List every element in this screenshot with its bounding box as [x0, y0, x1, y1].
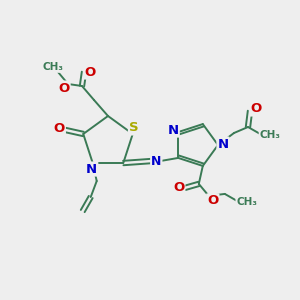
Text: CH₃: CH₃ [43, 62, 64, 72]
Text: O: O [84, 65, 96, 79]
Text: CH₃: CH₃ [260, 130, 280, 140]
Text: N: N [218, 137, 229, 151]
Text: O: O [207, 194, 218, 207]
Text: O: O [250, 103, 262, 116]
Text: N: N [168, 124, 179, 136]
Text: N: N [151, 154, 161, 167]
Text: O: O [54, 122, 65, 136]
Text: O: O [58, 82, 70, 94]
Text: O: O [173, 182, 184, 194]
Text: N: N [86, 163, 97, 176]
Text: S: S [129, 122, 139, 134]
Text: CH₃: CH₃ [236, 197, 257, 207]
